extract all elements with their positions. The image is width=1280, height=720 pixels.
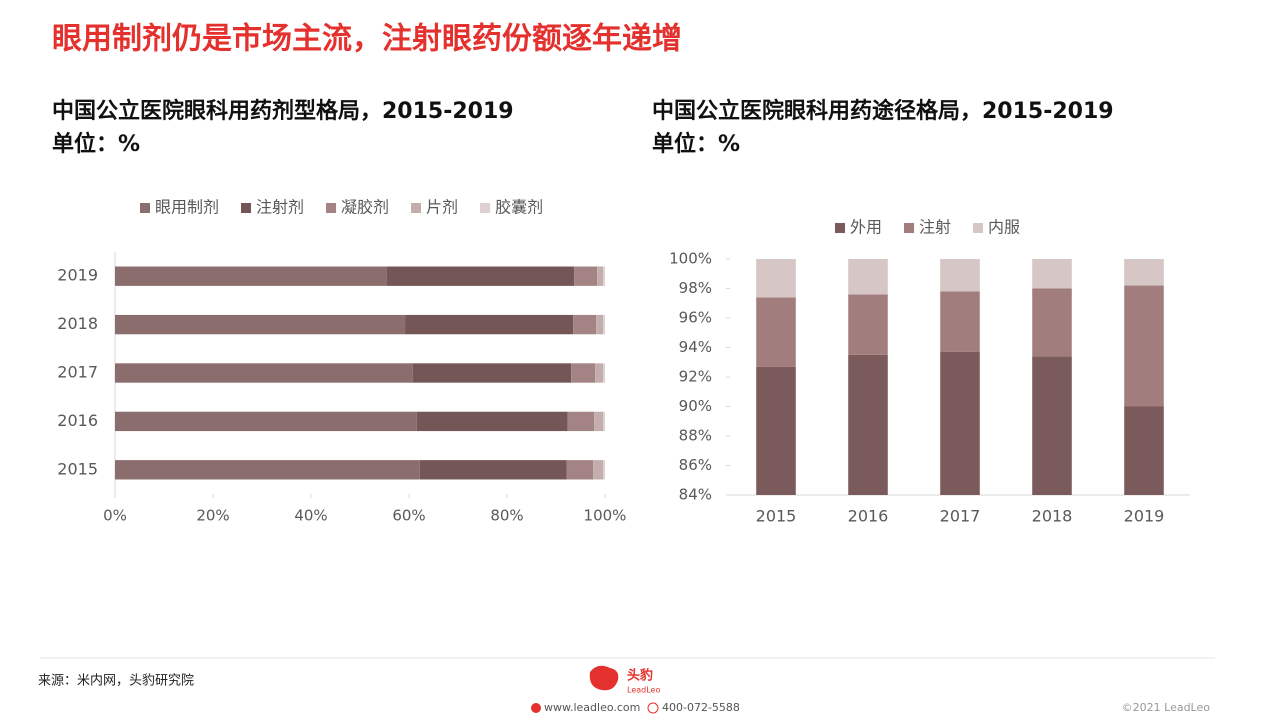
y-tick-label: 90% xyxy=(679,397,712,415)
bar-segment xyxy=(115,363,413,383)
y-tick-label: 94% xyxy=(679,338,712,356)
bar-segment xyxy=(603,363,605,383)
legend-label: 片剂 xyxy=(426,198,458,217)
bar-segment xyxy=(593,460,604,480)
x-tick-label: 0% xyxy=(103,507,127,525)
y-tick-label: 2019 xyxy=(57,266,98,285)
bar-segment xyxy=(416,411,568,432)
bar-segment xyxy=(405,314,574,335)
bar-segment xyxy=(574,266,598,286)
chart-subtitle: 单位：% xyxy=(652,131,740,157)
bar-segment xyxy=(940,291,980,352)
y-tick-label: 92% xyxy=(679,368,712,386)
bar-segment xyxy=(603,314,605,335)
y-tick-label: 2018 xyxy=(57,314,98,333)
bar-segment xyxy=(412,363,572,383)
bar-segment xyxy=(1032,288,1072,357)
web-icon xyxy=(531,703,541,713)
y-tick-label: 88% xyxy=(679,427,712,445)
chart-title: 中国公立医院眼科用药剂型格局，2015-2019 xyxy=(52,98,514,124)
bar-segment xyxy=(756,366,796,495)
bar-segment xyxy=(567,411,595,432)
legend-swatch xyxy=(973,223,984,233)
legend-swatch xyxy=(904,223,915,233)
bar-segment xyxy=(756,297,796,367)
x-tick-label: 2016 xyxy=(848,507,889,526)
bar-segment xyxy=(603,411,605,432)
bar-segment xyxy=(1124,259,1164,286)
bar-segment xyxy=(1124,285,1164,407)
legend-swatch xyxy=(241,203,252,213)
legend-label: 注射剂 xyxy=(256,198,304,217)
bar-segment xyxy=(603,460,605,480)
y-tick-label: 98% xyxy=(679,279,712,297)
bar-segment xyxy=(603,266,605,286)
x-tick-label: 100% xyxy=(584,507,627,525)
y-tick-label: 96% xyxy=(679,309,712,327)
bar-segment xyxy=(594,411,604,432)
x-tick-label: 2019 xyxy=(1124,507,1165,526)
bar-segment xyxy=(940,259,980,292)
bar-segment xyxy=(1032,259,1072,289)
bar-segment xyxy=(597,266,604,286)
chart-subtitle: 单位：% xyxy=(52,131,140,157)
bar-segment xyxy=(756,259,796,298)
bar-segment xyxy=(596,314,604,335)
bar-segment xyxy=(115,460,420,480)
bar-segment xyxy=(419,460,567,480)
legend-swatch xyxy=(835,223,845,233)
bar-segment xyxy=(571,363,596,383)
slide-title: 眼用制剂仍是市场主流，注射眼药份额逐年递增 xyxy=(52,22,682,57)
y-tick-label: 2017 xyxy=(57,363,98,382)
legend-label: 眼用制剂 xyxy=(155,198,219,217)
logo-icon xyxy=(589,665,619,691)
x-tick-label: 60% xyxy=(392,507,425,525)
legend-swatch xyxy=(480,203,491,213)
legend-label: 胶囊剂 xyxy=(495,198,543,217)
legend-label: 内服 xyxy=(988,218,1020,237)
source: 来源：米内网，头豹研究院 xyxy=(38,673,194,689)
phone: 400-072-5588 xyxy=(662,701,740,714)
legend-swatch xyxy=(326,203,337,213)
bar-segment xyxy=(115,266,387,286)
copyright: ©2021 LeadLeo xyxy=(1122,701,1211,714)
y-tick-label: 100% xyxy=(669,250,712,268)
y-tick-label: 84% xyxy=(679,486,712,504)
y-tick-label: 86% xyxy=(679,456,712,474)
x-tick-label: 80% xyxy=(490,507,523,525)
x-tick-label: 20% xyxy=(196,507,229,525)
website: www.leadleo.com xyxy=(544,701,640,714)
x-tick-label: 2018 xyxy=(1032,507,1073,526)
logo-sub: LeadLeo xyxy=(627,686,660,695)
bar-segment xyxy=(848,354,888,495)
bar-segment xyxy=(115,411,417,432)
legend-swatch xyxy=(411,203,422,213)
bar-segment xyxy=(848,294,888,355)
legend-label: 外用 xyxy=(850,218,882,237)
x-tick-label: 2015 xyxy=(756,507,797,526)
x-tick-label: 40% xyxy=(294,507,327,525)
bar-segment xyxy=(573,314,597,335)
bar-segment xyxy=(566,460,594,480)
bar-segment xyxy=(848,259,888,295)
chart-title: 中国公立医院眼科用药途径格局，2015-2019 xyxy=(652,98,1114,124)
y-tick-label: 2015 xyxy=(57,459,98,478)
bar-segment xyxy=(1124,406,1164,495)
legend-label: 凝胶剂 xyxy=(341,198,389,217)
x-tick-label: 2017 xyxy=(940,507,981,526)
bar-segment xyxy=(386,266,575,286)
y-tick-label: 2016 xyxy=(57,411,98,430)
legend-label: 注射 xyxy=(919,218,951,237)
bar-segment xyxy=(115,314,406,335)
bar-segment xyxy=(1032,356,1072,495)
bar-segment xyxy=(595,363,604,383)
legend-swatch xyxy=(140,203,150,213)
phone-icon xyxy=(647,702,659,714)
logo: 头豹 xyxy=(627,668,653,684)
bar-segment xyxy=(940,351,980,495)
